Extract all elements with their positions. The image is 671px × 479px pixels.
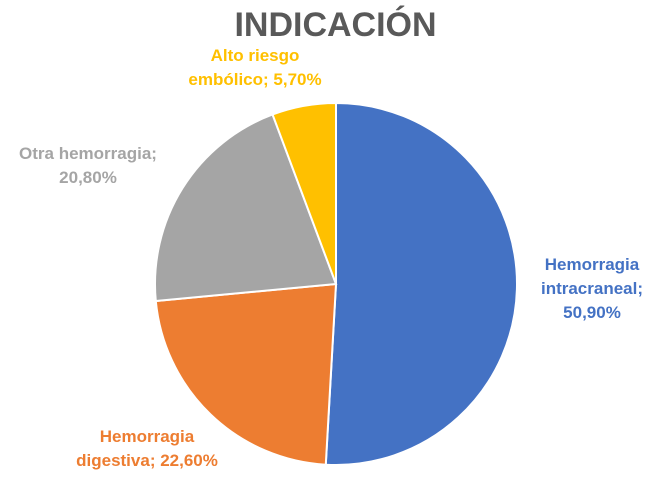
chart-title: INDICACIÓN <box>234 6 437 44</box>
slice-label-hemorragia-digestiva: Hemorragia digestiva; 22,60% <box>76 427 218 470</box>
slice-label-alto-riesgo-embolico: Alto riesgo embólico; 5,70% <box>188 46 322 89</box>
pie-slice-otra-hemorragia <box>154 113 338 303</box>
pie-slice-alto-riesgo-emb-lico <box>271 101 337 285</box>
slice-label-otra-hemorragia: Otra hemorragia; 20,80% <box>19 144 157 187</box>
slice-label-hemorragia-intracraneal: Hemorragia intracraneal; 50,90% <box>540 255 644 322</box>
pie-slice-hemorragia-intracraneal <box>324 101 518 466</box>
pie-slice-hemorragia-digestiva <box>154 282 338 466</box>
